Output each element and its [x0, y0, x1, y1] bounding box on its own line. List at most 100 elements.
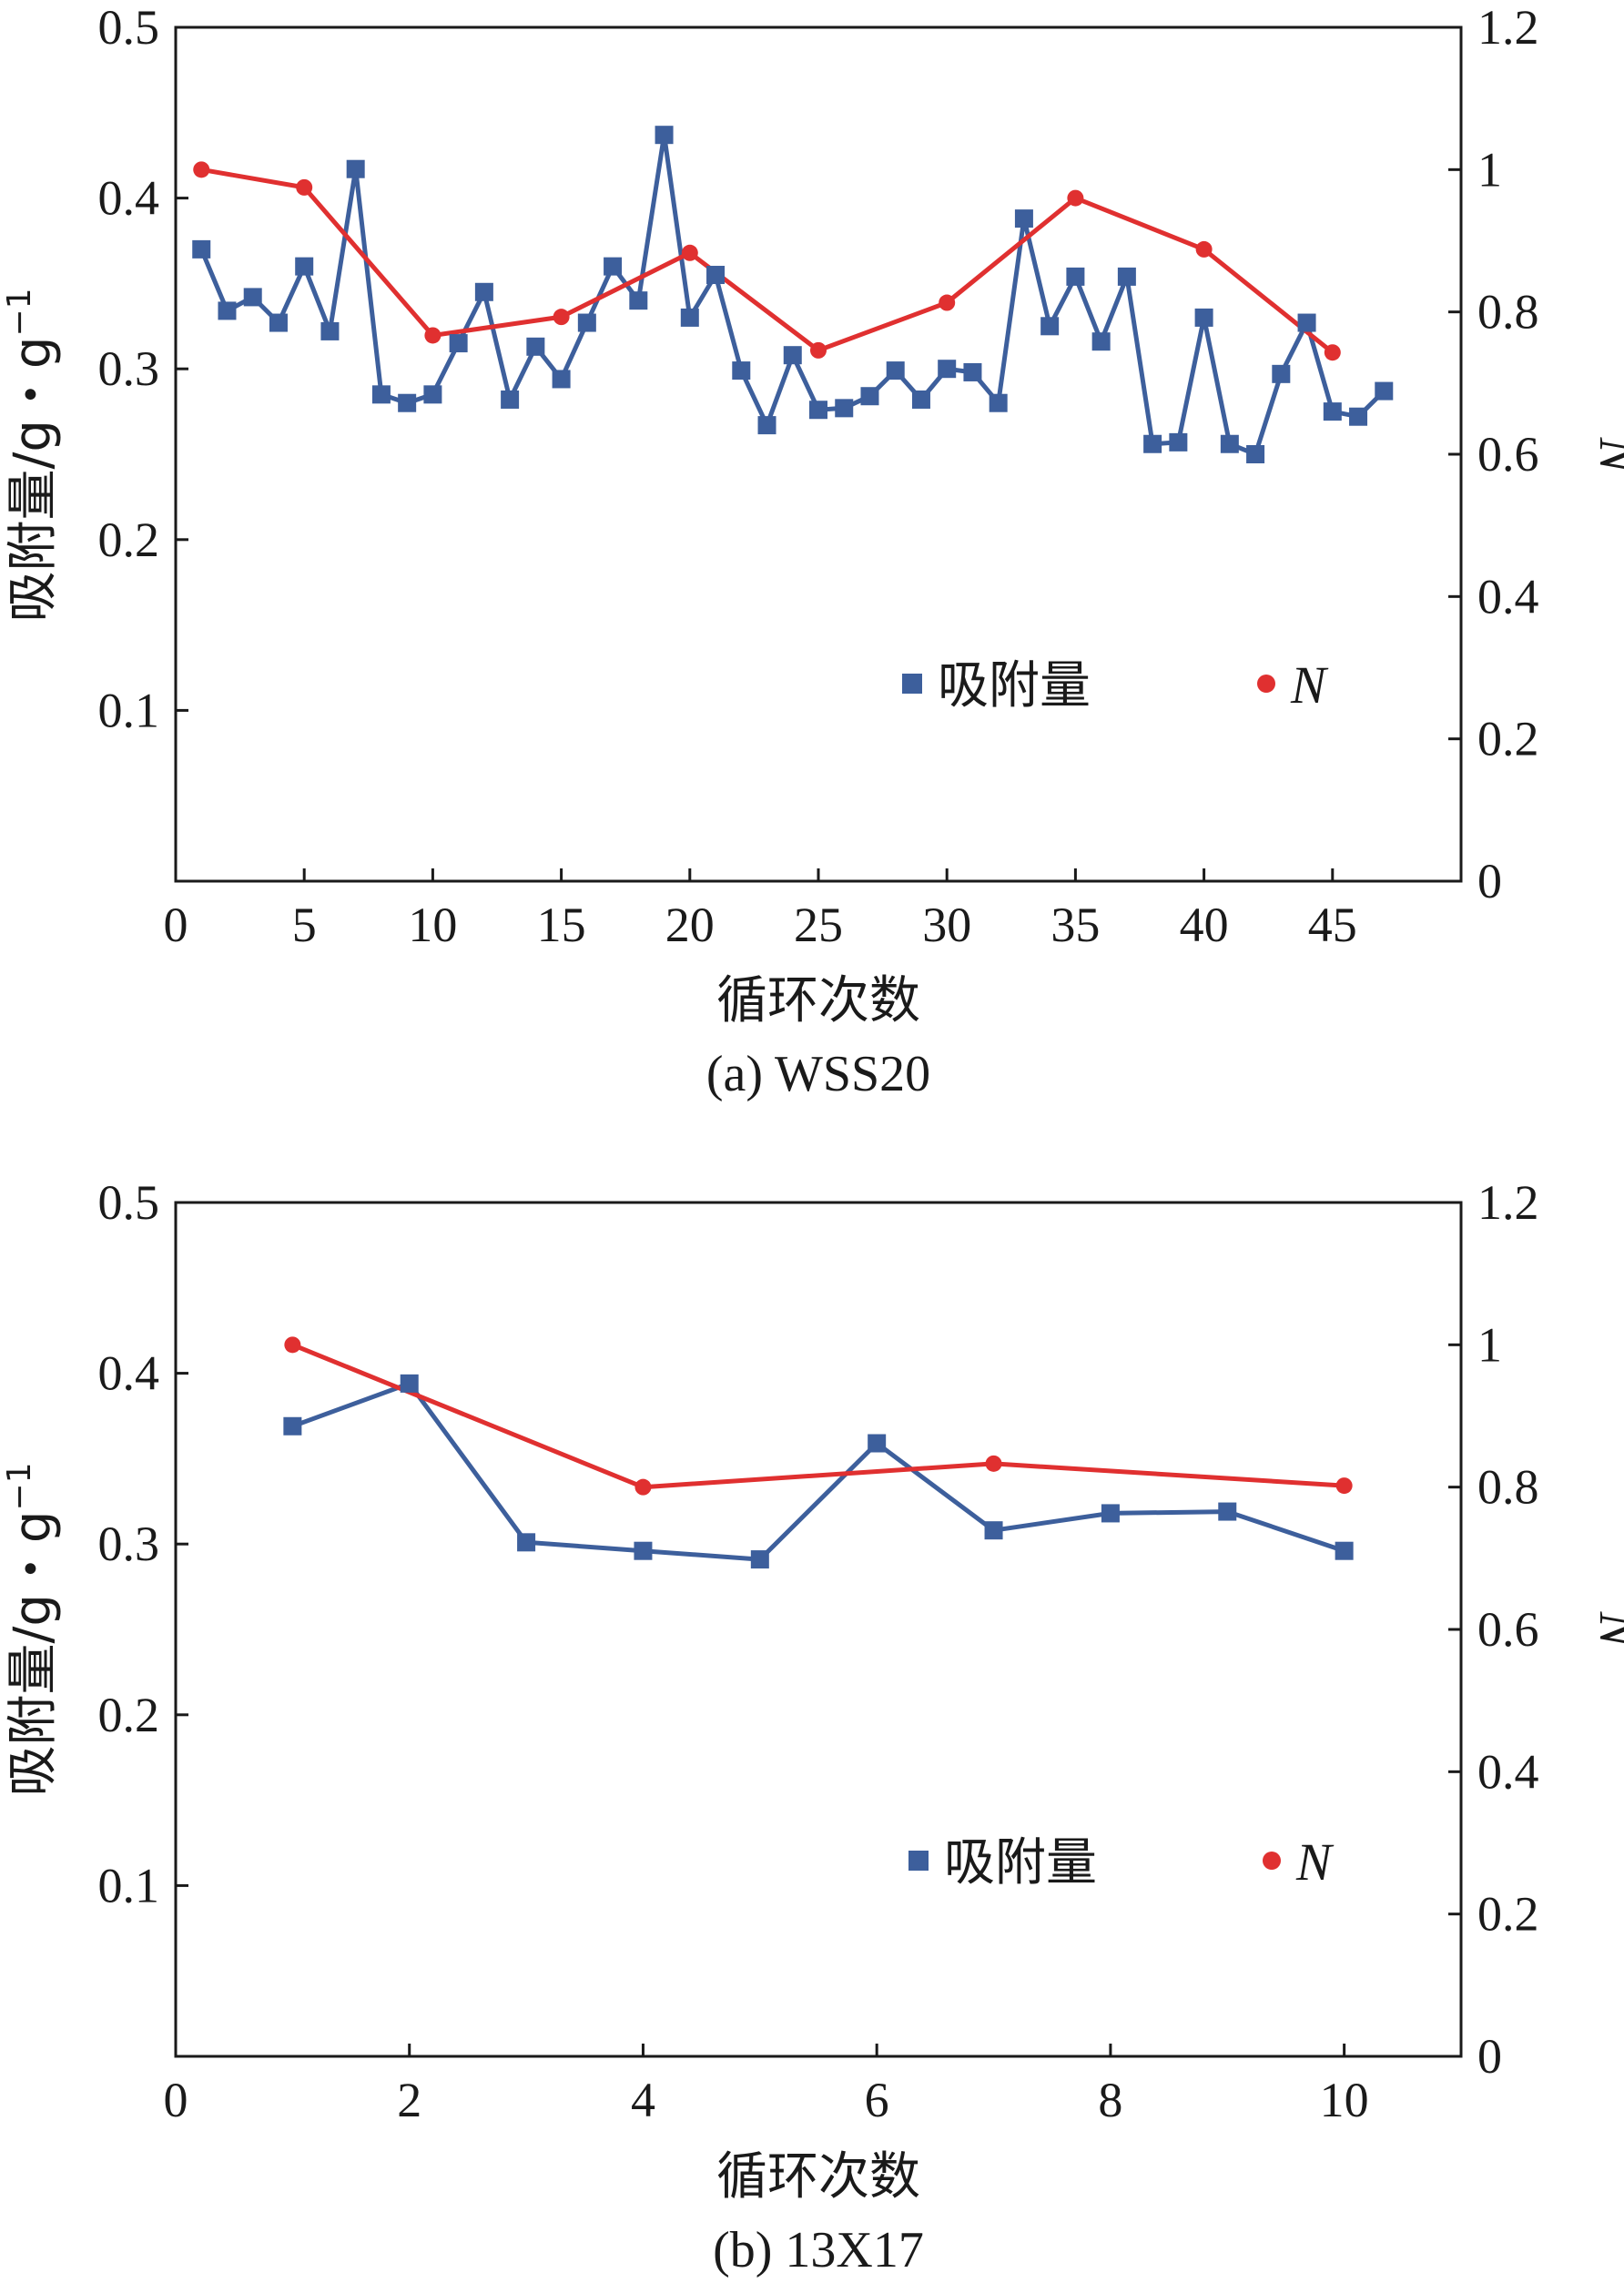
y-tick-label: 0.5: [98, 1175, 160, 1230]
y-tick-label: 0.1: [98, 1858, 160, 1913]
x-tick-label: 30: [922, 898, 971, 952]
adsorption-point: [1297, 313, 1316, 332]
y2-tick-label: 0: [1477, 854, 1502, 908]
adsorption-point: [911, 390, 930, 409]
y2-tick-label: 1: [1477, 1317, 1502, 1372]
adsorption-point: [886, 361, 905, 380]
y-axis-title-b: 吸附量/g・g−1: [1, 1462, 63, 1796]
adsorption-point: [474, 282, 493, 301]
adsorption-point: [1246, 445, 1265, 463]
adsorption-point: [680, 308, 699, 327]
adsorption-point: [346, 159, 365, 178]
adsorption-series-line-a: [198, 132, 1386, 457]
x-tick-label: 10: [408, 898, 457, 952]
adsorption-point: [604, 257, 623, 276]
adsorption-point: [706, 266, 726, 285]
adsorption-point: [989, 393, 1008, 412]
x-axis-title-b: 循环次数: [716, 2147, 920, 2207]
adsorption-point: [1220, 434, 1239, 453]
x-tick-label: 2: [397, 2073, 421, 2127]
adsorption-point: [655, 126, 674, 145]
adsorption-point: [1143, 434, 1162, 453]
n-point: [634, 1478, 652, 1496]
x-ticks-b: 0 2 4 6 8 10: [164, 2044, 1369, 2127]
panel-a: 0 5 10 15 20 25 30 35 40 45 0.10.20.30.40.5 00.20…: [1, 0, 1624, 1102]
adsorption-point: [629, 291, 648, 310]
adsorption-point: [1014, 209, 1033, 228]
adsorption-point: [1375, 381, 1394, 401]
x-tick-label: 20: [665, 898, 715, 952]
adsorption-point: [400, 1374, 419, 1393]
y-axis-title-a: 吸附量/g・g−1: [1, 288, 63, 622]
y2-tick-label: 0: [1477, 2029, 1502, 2084]
y-ticks-a: 0.1 0.2 0.3 0.4 0.5: [98, 0, 188, 737]
n-point: [1324, 344, 1341, 361]
x-axis-title-a: 循环次数: [716, 971, 920, 1030]
adsorption-point: [517, 1533, 536, 1552]
adsorption-point: [1218, 1502, 1237, 1521]
adsorption-point: [809, 401, 827, 420]
adsorption-point: [295, 257, 314, 276]
legend-a-mark-n: [1257, 675, 1275, 693]
x-tick-label: 5: [292, 898, 317, 952]
n-point: [193, 161, 210, 178]
plot-frame-b: [174, 1201, 1463, 2058]
adsorption-point: [398, 393, 417, 412]
adsorption-point: [835, 399, 854, 418]
adsorption-point: [1169, 432, 1188, 452]
adsorption-point: [423, 385, 442, 404]
y2-ticks-a: 0 0.2 0.4 0.6 0.8 1 1.2: [1448, 0, 1539, 908]
y-tick-label: 0.3: [98, 341, 160, 396]
x-tick-label: 0: [164, 898, 188, 952]
y2-tick-label: 0.6: [1477, 427, 1539, 482]
adsorption-point: [371, 385, 391, 404]
y-tick-label: 0.2: [98, 1688, 160, 1742]
adsorption-point: [860, 387, 879, 406]
adsorption-point: [269, 313, 288, 332]
series-lines-b: [291, 1342, 1345, 1562]
n-point: [939, 294, 956, 311]
y-tick-label: 0.4: [98, 171, 160, 226]
y-tick-label: 0.5: [98, 0, 160, 55]
y2-tick-label: 0.8: [1477, 1460, 1539, 1515]
adsorption-point: [320, 321, 340, 340]
adsorption-point: [1335, 1541, 1354, 1560]
y2-tick-label: 1.2: [1477, 0, 1539, 55]
x-tick-label: 35: [1051, 898, 1100, 952]
n-point: [284, 1336, 301, 1354]
series-marks-b: [283, 1336, 1354, 1569]
adsorption-point: [783, 346, 802, 365]
x-tick-label: 4: [631, 2073, 655, 2127]
adsorption-point: [963, 362, 982, 381]
x-ticks-a: 0 5 10 15 20 25 30 35 40 45: [164, 868, 1357, 952]
y-tick-label: 0.3: [98, 1517, 160, 1571]
adsorption-point: [750, 1550, 769, 1569]
y2-tick-label: 0.2: [1477, 712, 1539, 766]
adsorption-point: [552, 370, 571, 389]
adsorption-point: [243, 288, 262, 307]
adsorption-point: [192, 239, 211, 259]
x-tick-label: 45: [1308, 898, 1357, 952]
n-series-line-b: [291, 1342, 1345, 1490]
adsorption-point: [634, 1541, 653, 1560]
adsorption-point: [1272, 364, 1291, 383]
y-tick-label: 0.2: [98, 512, 160, 567]
adsorption-series-line-b: [291, 1381, 1345, 1562]
n-point: [553, 309, 570, 326]
adsorption-point: [938, 360, 957, 379]
adsorption-point: [1349, 407, 1368, 426]
y2-axis-title-b: N: [1588, 1611, 1624, 1650]
x-tick-label: 40: [1180, 898, 1229, 952]
x-tick-label: 15: [537, 898, 586, 952]
x-tick-label: 6: [865, 2073, 889, 2127]
adsorption-point: [1066, 267, 1085, 286]
adsorption-point: [577, 313, 596, 332]
y2-tick-label: 1: [1477, 142, 1502, 197]
adsorption-point: [1040, 317, 1060, 336]
legend-b-label-adsorption: 吸附量: [944, 1833, 1097, 1892]
series-lines-a: [198, 132, 1386, 457]
y2-tick-label: 0.4: [1477, 569, 1539, 624]
legend-b: 吸附量 N: [908, 1832, 1335, 1892]
plot-frame-a: [174, 25, 1463, 883]
x-tick-label: 25: [794, 898, 843, 952]
